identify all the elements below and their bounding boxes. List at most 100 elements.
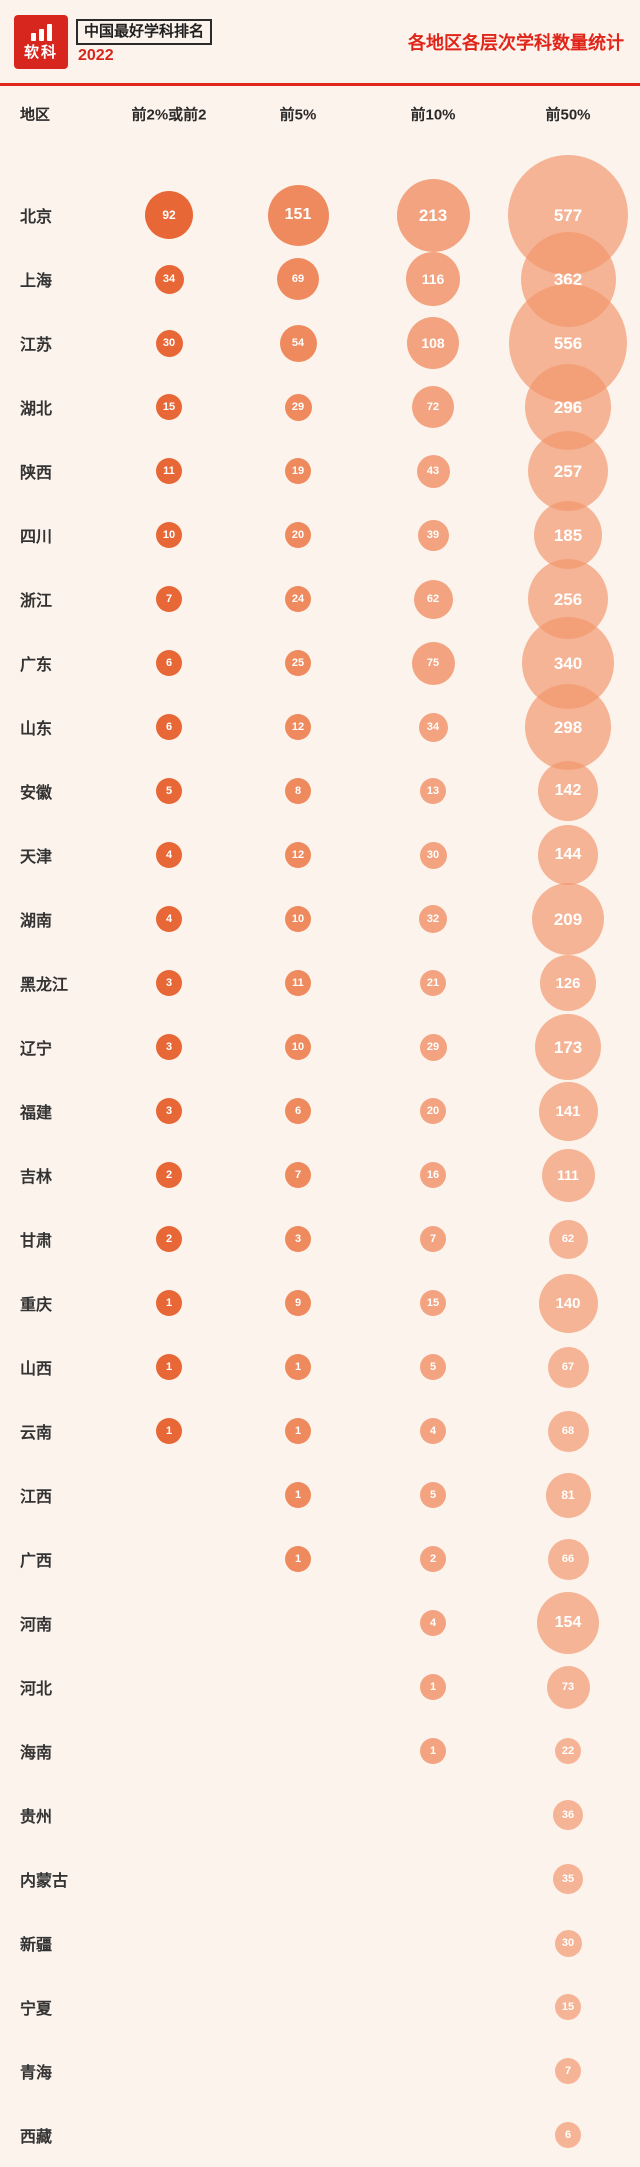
table-row: 甘肃 2 3 7 62 [0,1207,640,1271]
bar-chart-icon [30,23,52,41]
bubble-top10pct: 108 [407,317,459,369]
bubble-top2pct: 6 [156,714,182,740]
region-label: 江西 [20,1489,53,1506]
logo-text: 软科 [23,43,58,61]
bubble-top50pct: 15 [555,1994,581,2020]
region-label: 河南 [20,1617,53,1634]
table-row: 河南 4 154 [0,1591,640,1655]
region-label: 云南 [20,1425,53,1442]
bubble-top5pct: 1 [285,1418,311,1444]
region-label: 重庆 [20,1297,53,1314]
col-header-top50pct: 前50% [545,106,591,124]
table-row: 黑龙江 3 11 21 126 [0,951,640,1015]
region-label: 甘肃 [20,1233,53,1250]
table-row: 福建 3 6 20 141 [0,1079,640,1143]
bubble-top5pct: 24 [285,586,311,612]
bubble-top50pct: 126 [540,955,596,1011]
region-label: 吉林 [20,1169,53,1186]
table-row: 吉林 2 7 16 111 [0,1143,640,1207]
bubble-top5pct: 54 [279,324,317,362]
region-label: 湖北 [20,401,53,418]
bubble-top10pct: 21 [420,970,446,996]
bubble-top5pct: 25 [285,650,311,676]
bubble-top50pct: 6 [555,2122,581,2148]
bubble-top5pct: 10 [285,1034,311,1060]
region-label: 广西 [20,1553,53,1570]
bubble-top10pct: 32 [419,905,447,933]
table-row: 广西 1 2 66 [0,1527,640,1591]
page-title: 各地区各层次学科数量统计 [408,32,624,53]
bubble-top5pct: 10 [285,906,311,932]
region-label: 辽宁 [20,1041,53,1058]
table-row: 浙江 7 24 62 256 [0,559,640,639]
region-label: 上海 [20,273,53,290]
bubble-top50pct: 81 [545,1472,591,1518]
region-label: 福建 [20,1105,53,1122]
bubble-top5pct: 19 [285,458,311,484]
table-row: 江苏 30 54 108 556 [0,284,640,402]
bubble-top10pct: 4 [420,1418,446,1444]
bubble-top2pct: 4 [156,842,182,868]
col-header-top5pct: 前5% [279,106,317,124]
bubble-top5pct: 9 [285,1290,311,1316]
table-row: 青海 7 [0,2039,640,2103]
bubble-top5pct: 8 [285,778,311,804]
bubble-top10pct: 1 [420,1674,446,1700]
bubble-top50pct: 141 [538,1081,598,1141]
bubble-top50pct: 142 [538,761,598,821]
bubble-top50pct: 298 [525,684,611,770]
bubble-top2pct: 7 [156,586,182,612]
table-row: 陕西 11 19 43 257 [0,431,640,511]
bubble-top50pct: 144 [538,825,598,885]
col-header-top10pct: 前10% [410,106,456,124]
bubble-top2pct: 1 [156,1418,182,1444]
region-label: 山西 [20,1361,53,1378]
table-row: 安徽 5 8 13 142 [0,759,640,823]
bubble-top5pct: 1 [285,1354,311,1380]
bubble-top2pct: 11 [156,458,182,484]
region-label: 广东 [20,657,53,674]
region-label: 海南 [20,1745,53,1762]
bubble-top10pct: 43 [416,454,450,488]
bubble-top10pct: 5 [420,1354,446,1380]
bubble-top50pct: 62 [548,1219,588,1259]
table-row: 广东 6 25 75 340 [0,617,640,709]
bubble-top50pct: 35 [553,1864,583,1894]
bubble-top5pct: 3 [285,1226,311,1252]
table-row: 江西 1 5 81 [0,1463,640,1527]
bubble-top2pct: 30 [155,329,183,357]
bubble-top5pct: 29 [284,393,312,421]
col-header-top2pct: 前2%或前2 [131,106,207,124]
bubble-top50pct: 7 [555,2058,581,2084]
bubble-top5pct: 12 [285,714,311,740]
table-row: 天津 4 12 30 144 [0,823,640,887]
region-label: 江苏 [20,337,53,354]
table-row: 湖南 4 10 32 209 [0,883,640,955]
region-label: 内蒙古 [20,1873,69,1890]
bubble-top10pct: 62 [413,579,453,619]
brand-text: 中国最好学科排名 2022 [76,18,213,65]
bubble-top10pct: 13 [420,778,446,804]
bubble-top2pct: 2 [156,1226,182,1252]
table-row: 内蒙古 35 [0,1847,640,1911]
bubble-top2pct: 1 [156,1290,182,1316]
table-row: 云南 1 1 4 68 [0,1399,640,1463]
bubble-top10pct: 39 [417,519,449,551]
brand-year: 2022 [78,47,114,65]
region-label: 安徽 [20,785,53,802]
bubble-top50pct: 30 [554,1929,582,1957]
region-label: 陕西 [20,465,53,482]
region-label: 贵州 [20,1809,53,1826]
bubble-top50pct: 67 [547,1346,589,1388]
bubble-top5pct: 1 [285,1546,311,1572]
bubble-top10pct: 20 [420,1098,446,1124]
region-label: 西藏 [20,2129,53,2146]
bubble-top10pct: 1 [420,1738,446,1764]
bubble-top50pct: 173 [535,1014,601,1080]
bubble-top2pct: 3 [156,970,182,996]
bubble-top10pct: 5 [420,1482,446,1508]
bubble-top50pct: 209 [532,883,604,955]
table-row: 宁夏 15 [0,1975,640,2039]
bubble-top50pct: 22 [555,1738,581,1764]
